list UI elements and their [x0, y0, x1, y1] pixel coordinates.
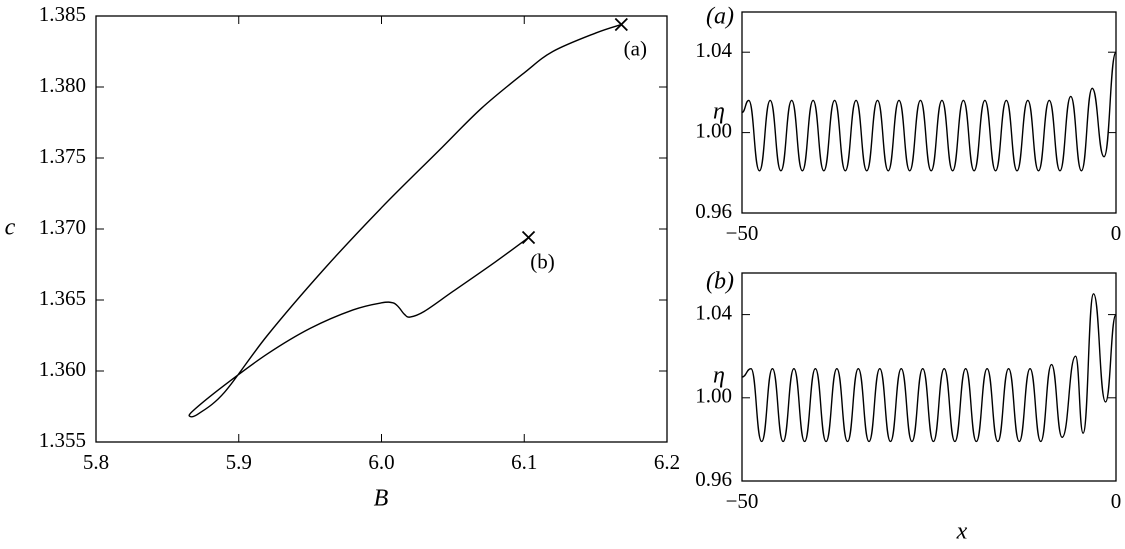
- x-tick-label: 5.8: [83, 450, 109, 474]
- y-tick-label: 0.96: [695, 199, 732, 223]
- y-tick-label: 1.00: [695, 384, 732, 408]
- y-tick-label: 1.355: [39, 428, 86, 452]
- plot-frame: [741, 11, 1117, 214]
- x-tick-label: 6.2: [654, 450, 680, 474]
- curve: [741, 293, 1117, 443]
- x-tick-label: 0: [1111, 221, 1122, 245]
- point-marker: [614, 17, 628, 32]
- y-tick-label: 1.380: [39, 73, 86, 97]
- x-axis-label: B: [374, 486, 389, 512]
- y-tick-label: 1.385: [39, 2, 86, 26]
- y-axis-label: c: [5, 215, 16, 241]
- y-tick-label: 1.360: [39, 357, 86, 381]
- y-axis-label: η: [713, 363, 725, 389]
- y-tick-label: 1.04: [695, 300, 732, 324]
- x-tick-label: 6.1: [511, 450, 537, 474]
- x-tick-label: −50: [726, 489, 759, 513]
- y-tick-label: 1.370: [39, 215, 86, 239]
- plot-frame: [95, 15, 668, 443]
- panel-title: (b): [706, 269, 734, 295]
- x-tick-label: −50: [726, 221, 759, 245]
- point-label: (b): [530, 249, 555, 273]
- y-tick-label: 1.00: [695, 118, 732, 142]
- x-tick-label: 0: [1111, 489, 1122, 513]
- x-axis-label: x: [956, 519, 968, 545]
- y-tick-label: 0.96: [695, 467, 732, 491]
- x-tick-label: 6.0: [368, 450, 394, 474]
- plot-frame: [741, 272, 1117, 482]
- panel-title: (a): [706, 4, 734, 30]
- y-tick-label: 1.365: [39, 286, 86, 310]
- curve: [188, 23, 622, 418]
- curve: [741, 51, 1117, 172]
- y-tick-label: 1.04: [695, 38, 732, 62]
- point-marker: [521, 230, 536, 245]
- y-tick-label: 1.375: [39, 144, 86, 168]
- point-label: (a): [624, 36, 647, 60]
- y-axis-label: η: [713, 99, 725, 125]
- x-tick-label: 5.9: [226, 450, 252, 474]
